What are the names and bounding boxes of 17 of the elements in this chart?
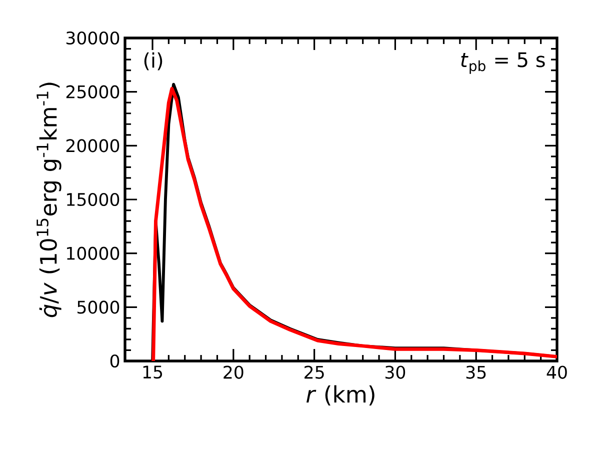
x-tick-label: 20 (224, 366, 244, 379)
y-tick-label: 20000 (66, 139, 120, 152)
text: q̇/v (10$^{15}$erg g$^{-1}$km$^{-1}$) (36, 82, 62, 318)
y-tick-label: 0 (110, 354, 120, 368)
y-tick-label: 15000 (67, 192, 120, 206)
y-tick-label: 30000 (66, 31, 120, 45)
x-tick-label: 15 (143, 366, 162, 379)
annotation: t$_{pb}$ = 5 s (461, 52, 545, 74)
x-tick-label: 30 (385, 366, 406, 379)
x-tick-label: 40 (546, 366, 567, 379)
annotation: (i) (144, 52, 162, 70)
x-tick-label: 25 (304, 366, 324, 379)
y-tick-label: 5000 (78, 300, 120, 314)
y-tick-label: 25000 (66, 85, 120, 98)
y-tick-label: 10000 (67, 246, 120, 260)
x-tick-label: 35 (466, 366, 486, 379)
x-axis-title: r (km) (306, 385, 374, 406)
